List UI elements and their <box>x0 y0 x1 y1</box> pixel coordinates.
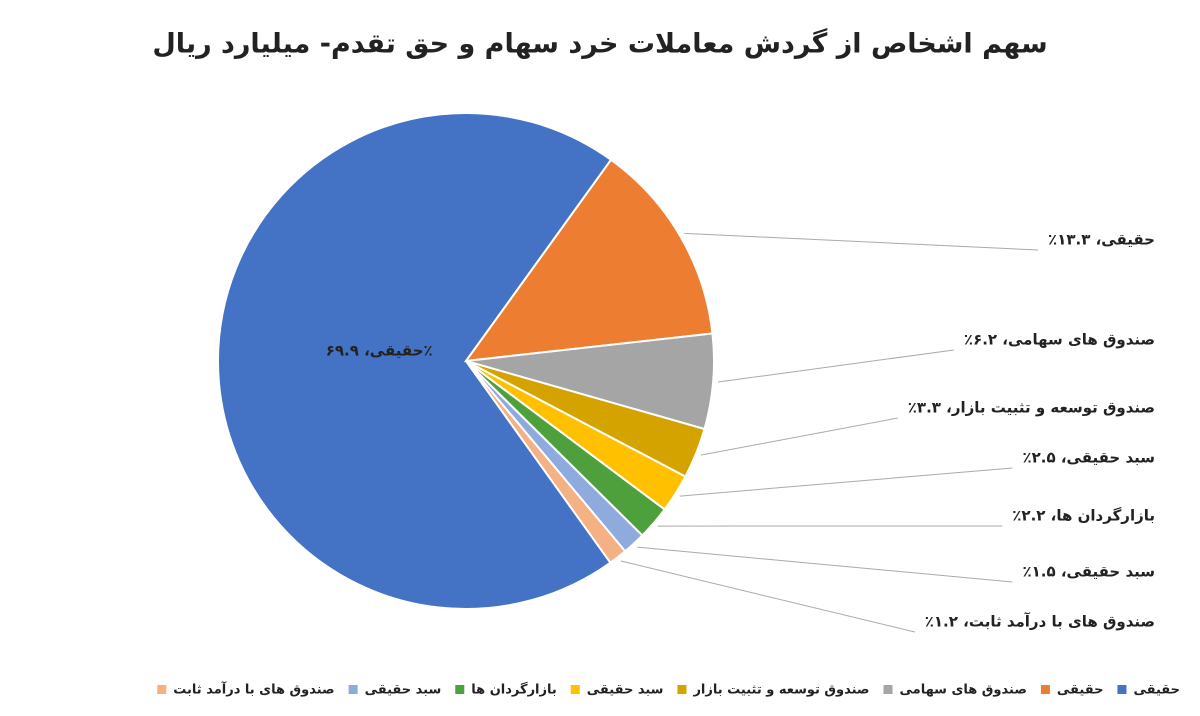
legend-label: بازارگردان ها <box>471 682 556 698</box>
legend-swatch <box>883 685 893 694</box>
data-label: حقیقی، ۱۳.۳٪ <box>1048 231 1155 249</box>
pie-slice <box>463 158 714 363</box>
leader-line <box>637 546 1013 583</box>
leader-line <box>700 417 898 456</box>
data-label: بازارگردان ها، ۲.۲٪ <box>1012 507 1155 525</box>
data-label: سبد حقیقی، ۲.۵٪ <box>1022 449 1155 467</box>
data-label: حقیقی، ۶۹.۹٪ <box>326 341 433 359</box>
legend-swatch <box>677 685 687 694</box>
legend-label: سبد حقیقی <box>365 683 442 698</box>
legend-swatch <box>455 685 465 694</box>
leader-line <box>718 349 954 383</box>
leader-line <box>679 467 1013 497</box>
legend-label: حقیقی <box>1133 683 1180 698</box>
data-label: صندوق توسعه و تثبیت بازار، ۳.۳٪ <box>908 399 1155 417</box>
pie-slice <box>465 360 627 565</box>
data-label: صندوق های با درآمد ثابت، ۱.۲٪ <box>925 613 1155 631</box>
leader-line <box>620 560 915 633</box>
legend-swatch <box>1117 685 1127 694</box>
leader-line <box>684 232 1039 251</box>
legend-swatch <box>570 685 580 694</box>
chart-title: سهم اشخاص از گردش معاملات خرد سهام و حق … <box>152 28 1047 60</box>
legend-label: صندوق های سهامی <box>900 683 1027 698</box>
legend-swatch <box>348 685 358 694</box>
data-label: سبد حقیقی، ۱.۵٪ <box>1022 563 1155 581</box>
pie-slice <box>217 112 613 610</box>
legend-label: حقیقی <box>1057 683 1104 698</box>
legend-label: صندوق های با درآمد ثابت <box>173 681 334 698</box>
data-label: صندوق های سهامی، ۶.۲٪ <box>964 331 1155 349</box>
legend-swatch <box>1040 685 1050 694</box>
legend-label: سبد حقیقی <box>587 683 664 698</box>
legend-swatch <box>157 685 167 694</box>
legend-label: صندوق توسعه و تثبیت بازار <box>692 683 869 698</box>
